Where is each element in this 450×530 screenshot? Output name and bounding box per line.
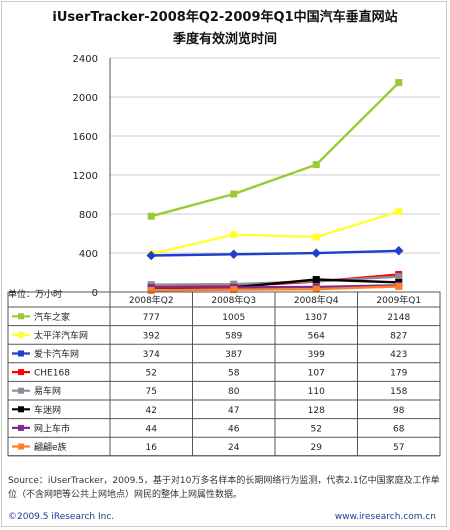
data-label: 24 <box>228 443 240 453</box>
data-label: 2148 <box>387 313 410 323</box>
data-point <box>395 207 403 215</box>
website-text: www.iresearch.com.cn <box>334 512 436 522</box>
series-line <box>151 285 399 292</box>
data-label: 42 <box>146 406 157 416</box>
data-label: 564 <box>308 331 325 341</box>
data-label: 589 <box>225 331 242 341</box>
data-point <box>312 285 320 293</box>
legend-key-marker <box>18 331 24 338</box>
data-label: 16 <box>146 443 158 453</box>
data-label: 52 <box>146 369 157 379</box>
legend-key-marker <box>18 369 24 376</box>
unit-label: 单位：万小时 <box>8 288 62 300</box>
data-label: 29 <box>311 443 323 453</box>
legend-label: 网上车市 <box>34 422 70 434</box>
data-label: 777 <box>143 313 160 323</box>
data-point <box>147 286 155 294</box>
legend-key-marker <box>18 424 24 431</box>
data-label: 58 <box>228 369 240 379</box>
data-point <box>311 248 321 258</box>
data-label: 46 <box>228 424 240 434</box>
data-point <box>394 246 404 256</box>
x-tick-label: 2008年Q2 <box>129 294 174 306</box>
data-label: 110 <box>308 387 325 397</box>
x-tick-label: 2009年Q1 <box>376 294 421 306</box>
data-point <box>395 282 403 290</box>
series-line <box>151 284 399 289</box>
data-point <box>229 249 239 259</box>
data-label: 98 <box>393 406 405 416</box>
data-point <box>312 161 320 169</box>
legend-key-marker <box>18 387 24 394</box>
legend-key-marker <box>18 313 24 320</box>
data-point <box>146 250 156 261</box>
y-tick-label: 800 <box>79 210 98 221</box>
data-label: 52 <box>311 424 322 434</box>
data-label: 827 <box>390 331 407 341</box>
chart-area: 单位：万小时 0 400 800 1200 1600 2000 2400 2008年Q2 200… <box>7 54 441 457</box>
data-label: 399 <box>308 350 325 360</box>
y-tick-label: 400 <box>79 249 98 260</box>
data-point <box>395 79 403 87</box>
legend-key-marker <box>18 443 24 450</box>
data-point <box>230 286 238 294</box>
data-point <box>230 190 238 198</box>
x-tick-label: 2008年Q4 <box>294 294 339 306</box>
series-line <box>150 81 400 218</box>
chart-title-line2: 季度有效浏览时间 <box>172 32 277 47</box>
data-point <box>312 276 320 284</box>
data-label: 158 <box>390 387 407 397</box>
data-label: 423 <box>390 350 407 360</box>
legend-label: 易车网 <box>34 385 61 397</box>
y-tick-label: 1600 <box>73 132 98 143</box>
data-label: 57 <box>393 443 404 453</box>
data-point <box>312 233 320 241</box>
data-label: 128 <box>308 406 325 416</box>
legend-label: 太平洋汽车网 <box>34 329 88 341</box>
legend-label: 车迷网 <box>34 404 61 416</box>
copyright-text: ©2009.5 iResearch Inc. <box>8 512 115 522</box>
x-tick-label: 2008年Q3 <box>211 294 256 306</box>
y-tick-label: 2400 <box>73 54 98 65</box>
y-tick-label: 0 <box>92 288 98 299</box>
legend-label: 翩翩e族 <box>34 441 67 453</box>
data-label: 44 <box>146 424 158 434</box>
data-label: 392 <box>143 331 160 341</box>
legend-label: CHE168 <box>34 369 70 379</box>
data-label: 179 <box>390 369 407 379</box>
data-label: 1005 <box>222 313 245 323</box>
legend-label: 汽车之家 <box>34 311 70 323</box>
legend-label: 爱卡汽车网 <box>34 348 79 360</box>
legend-key-marker <box>18 406 24 413</box>
data-label: 374 <box>143 350 160 360</box>
data-label: 68 <box>393 424 405 434</box>
series-line <box>151 210 400 255</box>
data-label: 47 <box>228 406 239 416</box>
y-tick-label: 2000 <box>73 93 98 104</box>
legend-key-marker <box>18 350 24 357</box>
chart-title-line1: iUserTracker-2008年Q2-2009年Q1中国汽车垂直网站 <box>52 10 398 25</box>
data-label: 80 <box>228 387 240 397</box>
data-label: 387 <box>225 350 242 360</box>
series-line <box>151 249 399 257</box>
data-label: 75 <box>146 387 157 397</box>
data-point <box>147 212 155 220</box>
y-tick-label: 1200 <box>73 171 98 182</box>
source-note: Source：iUserTracker，2009.5，基于对10万多名样本的长期… <box>8 476 440 500</box>
data-label: 1307 <box>305 313 328 323</box>
data-label: 107 <box>308 369 325 379</box>
data-point <box>230 231 238 239</box>
data-point <box>395 273 403 281</box>
